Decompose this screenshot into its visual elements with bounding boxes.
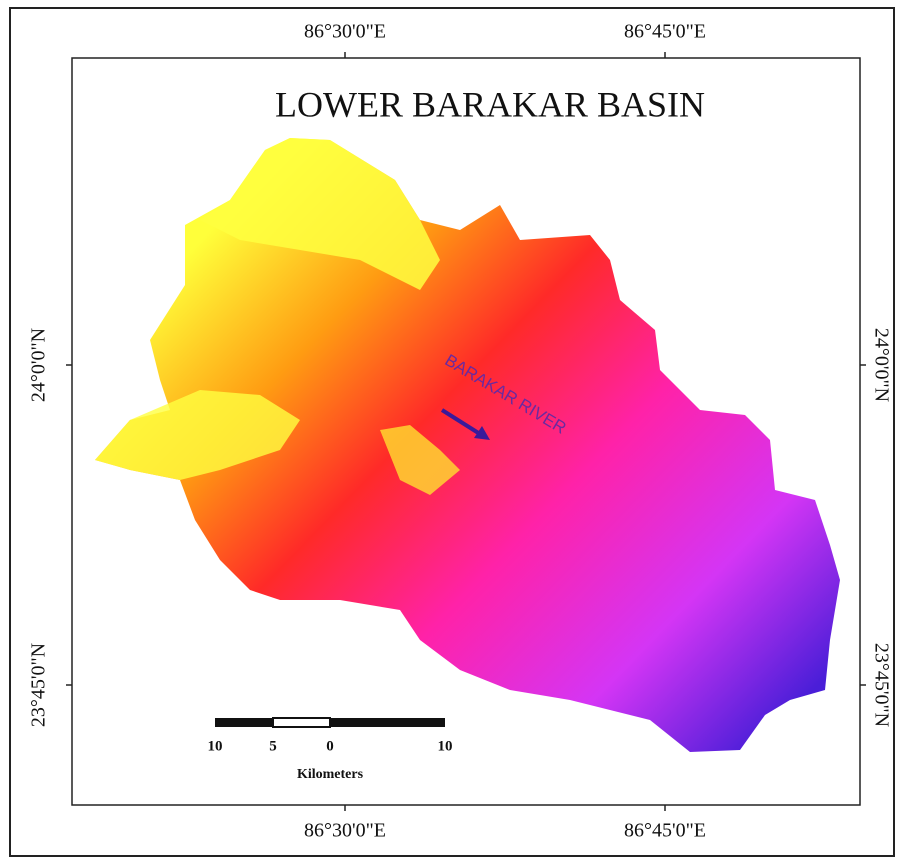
- scale-segment: [272, 717, 331, 728]
- highland: [380, 425, 460, 495]
- longitude-label: 86°30'0"E: [304, 820, 386, 842]
- flow-arrow: [440, 408, 482, 436]
- graticule-ticks: [66, 52, 866, 811]
- outer-border: [9, 7, 895, 857]
- scale-segment: [215, 718, 273, 727]
- scale-segment: [330, 718, 445, 727]
- highland: [200, 138, 440, 290]
- latitude-label: 24°0'0"N: [28, 328, 50, 402]
- scale-unit: Kilometers: [297, 767, 364, 782]
- highland: [95, 390, 300, 480]
- basin-elevation: [95, 138, 840, 752]
- longitude-label: 86°30'0"E: [304, 21, 386, 43]
- latitude-label: 24°0'0"N: [870, 328, 892, 402]
- scale-label: 5: [269, 738, 277, 754]
- map-title: LOWER BARAKAR BASIN: [275, 84, 705, 124]
- longitude-label: 86°45'0"E: [624, 820, 706, 842]
- basin: [95, 138, 840, 752]
- scale-label: 0: [326, 738, 334, 754]
- scale-label: 10: [438, 738, 453, 754]
- latitude-label: 23°45'0"N: [870, 643, 892, 727]
- scale-label: 10: [208, 738, 223, 754]
- flow-arrow-head: [474, 426, 490, 440]
- latitude-label: 23°45'0"N: [28, 643, 50, 727]
- longitude-label: 86°45'0"E: [624, 21, 706, 43]
- scale-bar: 10 5 0 10 Kilometers: [208, 717, 453, 782]
